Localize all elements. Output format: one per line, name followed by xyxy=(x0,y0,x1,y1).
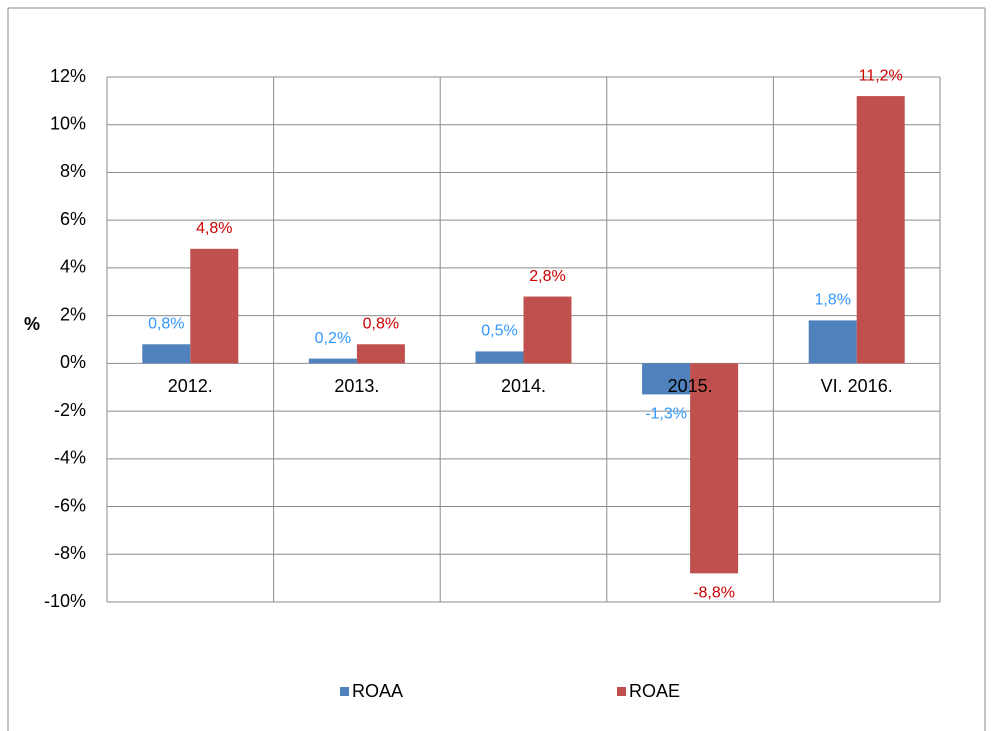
value-label: 11,2% xyxy=(859,67,903,84)
value-label: 0,2% xyxy=(315,330,351,347)
x-tick-label: 2014. xyxy=(501,376,546,396)
value-label: 0,8% xyxy=(148,315,184,332)
bar xyxy=(142,344,191,364)
legend-swatch xyxy=(340,687,349,696)
value-label: 0,8% xyxy=(363,315,399,332)
y-tick-label: 12% xyxy=(50,66,86,86)
y-tick-label: -10% xyxy=(44,591,86,611)
y-tick-label: 8% xyxy=(60,161,86,181)
bar xyxy=(808,320,857,364)
y-tick-label: -6% xyxy=(54,495,86,515)
x-tick-label: 2012. xyxy=(168,376,213,396)
y-tick-label: 6% xyxy=(60,209,86,229)
value-label: 1,8% xyxy=(814,292,850,309)
x-tick-label: 2013. xyxy=(334,376,379,396)
bar xyxy=(475,351,524,364)
bar xyxy=(856,96,905,364)
value-label: -1,3% xyxy=(645,406,687,423)
bar xyxy=(642,363,691,395)
y-axis-label: % xyxy=(24,314,40,334)
y-tick-label: -8% xyxy=(54,543,86,563)
legend-label: ROAE xyxy=(629,681,680,701)
y-tick-label: 2% xyxy=(60,304,86,324)
y-tick-label: -4% xyxy=(54,448,86,468)
value-label: 4,8% xyxy=(196,220,232,237)
legend-label: ROAA xyxy=(352,681,403,701)
y-tick-label: 10% xyxy=(50,113,86,133)
value-label: -8,8% xyxy=(693,585,735,602)
legend-swatch xyxy=(617,687,626,696)
x-tick-label: VI. 2016. xyxy=(821,376,893,396)
bar xyxy=(356,344,405,364)
y-tick-label: -2% xyxy=(54,400,86,420)
y-tick-label: 4% xyxy=(60,257,86,277)
bar xyxy=(190,248,239,364)
bar xyxy=(523,296,572,364)
value-label: 2,8% xyxy=(529,268,565,285)
y-tick-label: 0% xyxy=(60,352,86,372)
value-label: 0,5% xyxy=(481,323,517,340)
bar xyxy=(690,363,739,574)
x-tick-label: 2015. xyxy=(668,376,713,396)
bar xyxy=(308,358,357,364)
